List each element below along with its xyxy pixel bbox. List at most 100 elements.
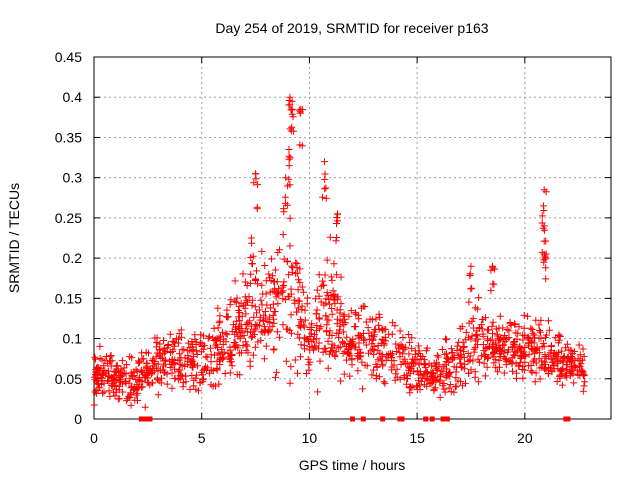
data-point <box>503 336 511 344</box>
data-point <box>272 373 279 381</box>
data-point <box>400 374 408 382</box>
data-point <box>133 368 141 376</box>
data-point <box>157 355 165 362</box>
data-point <box>190 353 198 361</box>
data-point <box>396 353 404 361</box>
data-point <box>456 346 464 354</box>
data-point <box>376 349 384 357</box>
peak-point <box>540 207 548 214</box>
chart-title: Day 254 of 2019, SRMTID for receiver p16… <box>215 20 488 36</box>
peak-point <box>282 174 290 182</box>
peak-point <box>248 260 256 267</box>
data-point <box>570 379 578 387</box>
data-point <box>442 335 449 343</box>
data-point <box>401 355 409 363</box>
data-point <box>405 350 413 358</box>
zero-marker <box>565 416 571 422</box>
data-point <box>249 351 257 359</box>
data-point <box>477 321 485 329</box>
data-point <box>405 363 413 371</box>
peak-point <box>290 127 297 135</box>
data-point <box>193 351 201 358</box>
data-point <box>403 360 411 368</box>
data-point <box>200 341 208 349</box>
data-point <box>131 396 139 404</box>
data-point <box>94 386 102 394</box>
data-point <box>107 352 115 359</box>
data-point <box>304 355 312 363</box>
data-point <box>513 374 520 382</box>
data-point <box>336 322 344 330</box>
data-point <box>179 383 187 391</box>
peak-point <box>250 179 258 187</box>
data-point <box>324 337 332 345</box>
data-point <box>347 307 355 315</box>
data-point <box>242 341 250 349</box>
data-point <box>235 313 243 321</box>
data-point <box>556 333 564 340</box>
x-tick-label: 15 <box>409 430 425 446</box>
data-point <box>105 373 113 380</box>
data-point <box>259 328 267 336</box>
data-point <box>300 323 308 331</box>
data-point <box>388 366 396 374</box>
data-point <box>268 255 276 263</box>
data-point <box>478 352 486 360</box>
data-point <box>479 332 487 340</box>
data-point <box>257 296 265 304</box>
data-point <box>456 325 464 333</box>
data-point <box>472 331 480 339</box>
data-point <box>470 348 478 356</box>
data-point <box>120 364 128 372</box>
data-point <box>576 363 584 371</box>
data-point <box>355 315 363 323</box>
peak-point <box>281 193 289 201</box>
data-point <box>376 313 384 321</box>
data-point <box>340 328 348 336</box>
data-point <box>201 365 208 373</box>
data-point <box>188 338 196 345</box>
data-point <box>441 350 449 358</box>
data-point <box>191 360 198 368</box>
data-point <box>254 338 262 346</box>
peak-point <box>541 255 549 263</box>
data-point <box>379 362 387 370</box>
data-point <box>528 326 536 333</box>
peak-point <box>542 188 550 196</box>
data-point <box>362 341 370 349</box>
data-point <box>546 349 554 357</box>
data-point <box>457 377 464 385</box>
data-point <box>134 359 142 367</box>
data-point <box>250 327 258 335</box>
data-point <box>532 316 540 324</box>
data-point <box>364 324 372 332</box>
data-point <box>381 379 389 387</box>
data-point <box>129 372 137 380</box>
data-point <box>369 345 376 353</box>
data-point <box>322 348 330 356</box>
data-point <box>259 290 267 298</box>
data-point <box>325 316 333 324</box>
data-point <box>186 347 194 355</box>
zero-marker <box>143 416 149 422</box>
data-point <box>409 383 417 391</box>
data-point <box>257 336 265 344</box>
data-point <box>449 355 457 363</box>
data-point <box>342 319 350 327</box>
data-point <box>241 293 249 301</box>
data-point <box>558 347 566 355</box>
data-point <box>168 356 176 364</box>
peak-point <box>467 262 475 270</box>
data-point <box>232 323 240 331</box>
data-point <box>355 346 363 354</box>
data-point <box>223 313 230 321</box>
data-point <box>210 337 218 344</box>
data-point <box>343 333 351 341</box>
data-point <box>531 334 539 342</box>
zero-marker <box>350 416 355 422</box>
data-point <box>323 256 331 264</box>
data-point <box>303 294 311 302</box>
data-point <box>479 341 487 348</box>
data-point <box>244 320 252 328</box>
data-point <box>282 325 290 333</box>
